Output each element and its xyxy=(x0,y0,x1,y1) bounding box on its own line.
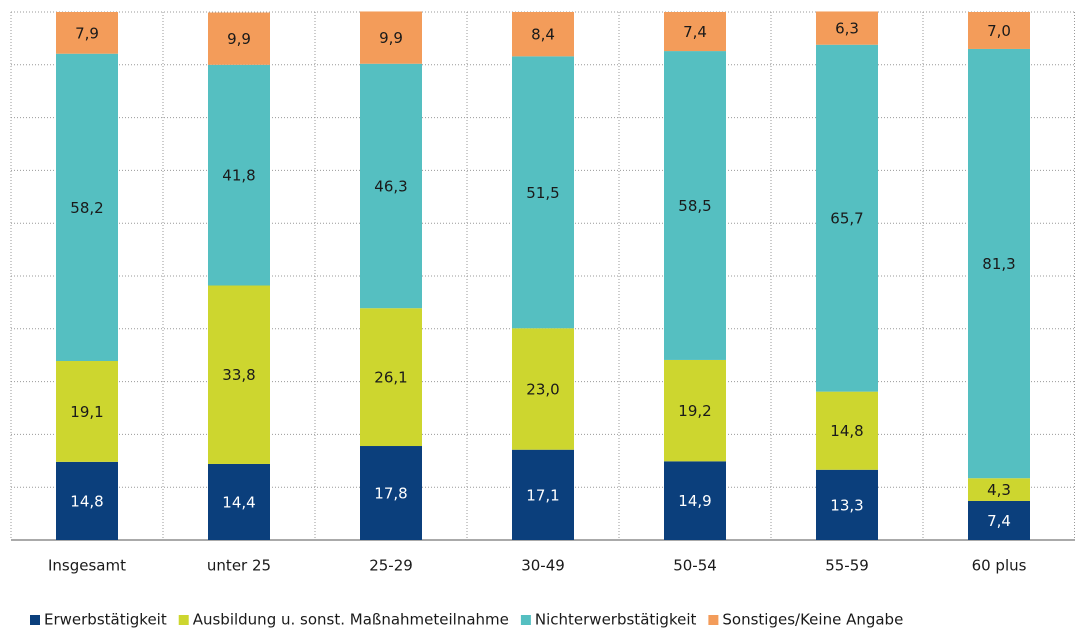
bar-segment xyxy=(360,308,422,447)
value-label: 7,9 xyxy=(75,24,99,42)
legend-label: Erwerbstätigkeit xyxy=(44,611,167,629)
value-label: 51,5 xyxy=(526,184,559,202)
value-label: 7,4 xyxy=(987,512,1011,530)
bar-segment xyxy=(968,478,1030,501)
bar-segment xyxy=(360,11,422,64)
bar-segment xyxy=(816,44,878,392)
value-label: 58,5 xyxy=(678,197,711,215)
bar-segment xyxy=(360,446,422,540)
value-label: 33,8 xyxy=(222,366,255,384)
value-label: 13,3 xyxy=(830,496,863,514)
value-label: 14,4 xyxy=(222,493,255,511)
legend-label: Ausbildung u. sonst. Maßnahmeteilnahme xyxy=(193,611,509,629)
bar-segment xyxy=(208,463,270,540)
value-label: 19,2 xyxy=(678,402,711,420)
bar-segment xyxy=(512,328,574,450)
value-label: 6,3 xyxy=(835,20,859,38)
value-label: 17,8 xyxy=(374,485,407,503)
legend-label: Nichterwerbstätigkeit xyxy=(535,611,697,629)
bar-segment xyxy=(512,56,574,329)
value-label: 23,0 xyxy=(526,380,559,398)
value-label: 65,7 xyxy=(830,210,863,228)
x-tick-label: Insgesamt xyxy=(48,557,126,575)
value-label: 81,3 xyxy=(982,255,1015,273)
bar-segment xyxy=(56,461,118,540)
bar-segment xyxy=(816,11,878,45)
x-tick-label: 50-54 xyxy=(673,557,717,575)
value-label: 14,9 xyxy=(678,492,711,510)
legend-swatch xyxy=(708,615,719,625)
bar-segment xyxy=(664,359,726,462)
bar-segment xyxy=(512,449,574,540)
value-label: 9,9 xyxy=(227,30,251,48)
bar-segment xyxy=(968,12,1030,49)
bar-segment xyxy=(968,48,1030,479)
bar-segment xyxy=(56,361,118,462)
bar-segment xyxy=(968,500,1030,540)
bar-segment xyxy=(664,51,726,360)
x-tick-label: unter 25 xyxy=(207,557,271,575)
value-label: 14,8 xyxy=(70,492,103,510)
bar-segment xyxy=(512,12,574,57)
bar-segment xyxy=(56,53,118,362)
bar-segment xyxy=(816,469,878,540)
bar-segment xyxy=(664,12,726,52)
bar-segment xyxy=(208,64,270,286)
value-label: 19,1 xyxy=(70,403,103,421)
legend-swatch xyxy=(178,615,189,625)
bar-segment xyxy=(664,461,726,540)
legend-swatch xyxy=(30,615,40,625)
value-label: 41,8 xyxy=(222,167,255,185)
bar-segment xyxy=(56,12,118,54)
x-tick-label: 25-29 xyxy=(369,557,413,575)
legend-swatch xyxy=(520,615,531,625)
legend-label: Sonstiges/Keine Angabe xyxy=(722,611,903,629)
bar-segment xyxy=(208,12,270,65)
value-label: 17,1 xyxy=(526,486,559,504)
x-tick-label: 60 plus xyxy=(972,557,1027,575)
x-tick-label: 55-59 xyxy=(825,557,869,575)
value-label: 58,2 xyxy=(70,199,103,217)
value-label: 46,3 xyxy=(374,177,407,195)
value-label: 9,9 xyxy=(379,29,403,47)
value-label: 14,8 xyxy=(830,422,863,440)
bar-segment xyxy=(360,63,422,309)
x-tick-label: 30-49 xyxy=(521,557,565,575)
value-label: 7,4 xyxy=(683,23,707,41)
value-label: 26,1 xyxy=(374,369,407,387)
bar-segment xyxy=(208,285,270,464)
bar-segment xyxy=(816,391,878,470)
value-label: 7,0 xyxy=(987,22,1011,40)
value-label: 8,4 xyxy=(531,26,555,44)
value-label: 4,3 xyxy=(987,481,1011,499)
